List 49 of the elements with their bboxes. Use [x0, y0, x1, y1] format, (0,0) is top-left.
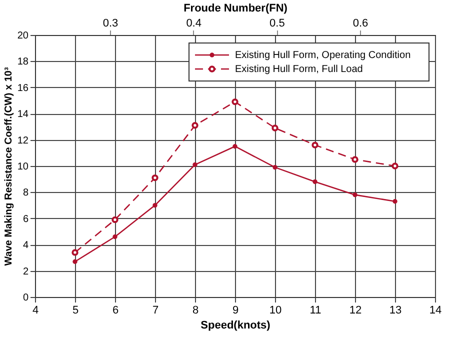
point: [272, 124, 278, 132]
x-tick-label: 10: [269, 304, 282, 316]
x-tick-label: 8: [192, 304, 199, 316]
point: [192, 162, 198, 168]
y-tick-label: 12: [17, 135, 29, 146]
point: [272, 164, 278, 170]
x-tick-label: 9: [232, 304, 239, 316]
x2-tick-label: 0.5: [270, 18, 285, 30]
x2-tick-label: 0.3: [102, 18, 118, 30]
x-tick-label: 11: [310, 304, 322, 316]
x-tick-label: 7: [152, 304, 159, 316]
y-tick-label: 0: [22, 292, 29, 304]
point: [72, 259, 78, 264]
y-tick-label: 6: [22, 214, 29, 225]
point: [112, 216, 118, 224]
y-tick-label: 16: [17, 82, 29, 94]
x2-axis-title: Froude Number(FN): [184, 2, 288, 14]
y-tick-label: 18: [17, 56, 29, 68]
y-tick-label: 14: [17, 109, 29, 120]
point: [352, 156, 358, 163]
y-tick-label: 4: [22, 240, 29, 252]
x-tick-label: 6: [112, 304, 119, 316]
legend-label: Existing Hull Form, Operating Condition: [235, 50, 411, 61]
point: [312, 179, 318, 184]
point: [112, 234, 118, 240]
x-tick-label: 5: [72, 304, 79, 316]
point: [312, 142, 318, 148]
y-axis-title: Wave Making Resistance Coeff.(CW) x 10³: [3, 66, 14, 266]
point: [72, 249, 78, 256]
point: [232, 144, 238, 149]
point: [392, 199, 398, 204]
x-tick-label: 13: [389, 304, 402, 316]
x-tick-label: 4: [32, 304, 39, 316]
y-tick-label: 2: [22, 266, 29, 278]
legend-label: Existing Hull Form, Full Load: [235, 64, 363, 75]
point: [392, 162, 398, 170]
x2-tick-label: 0.4: [186, 18, 202, 30]
x2-tick-label: 0.6: [352, 18, 368, 30]
point: [152, 174, 158, 182]
point: [192, 122, 198, 129]
point: [352, 192, 358, 198]
x-axis-title: Speed(knots): [200, 320, 271, 332]
x-tick-label: 14: [429, 304, 442, 316]
point: [152, 202, 158, 208]
y-tick-label: 8: [22, 188, 29, 199]
y-tick-label: 10: [17, 162, 29, 172]
x-tick-label: 12: [349, 304, 362, 316]
y-tick-label: 20: [17, 30, 29, 42]
point: [232, 98, 238, 106]
